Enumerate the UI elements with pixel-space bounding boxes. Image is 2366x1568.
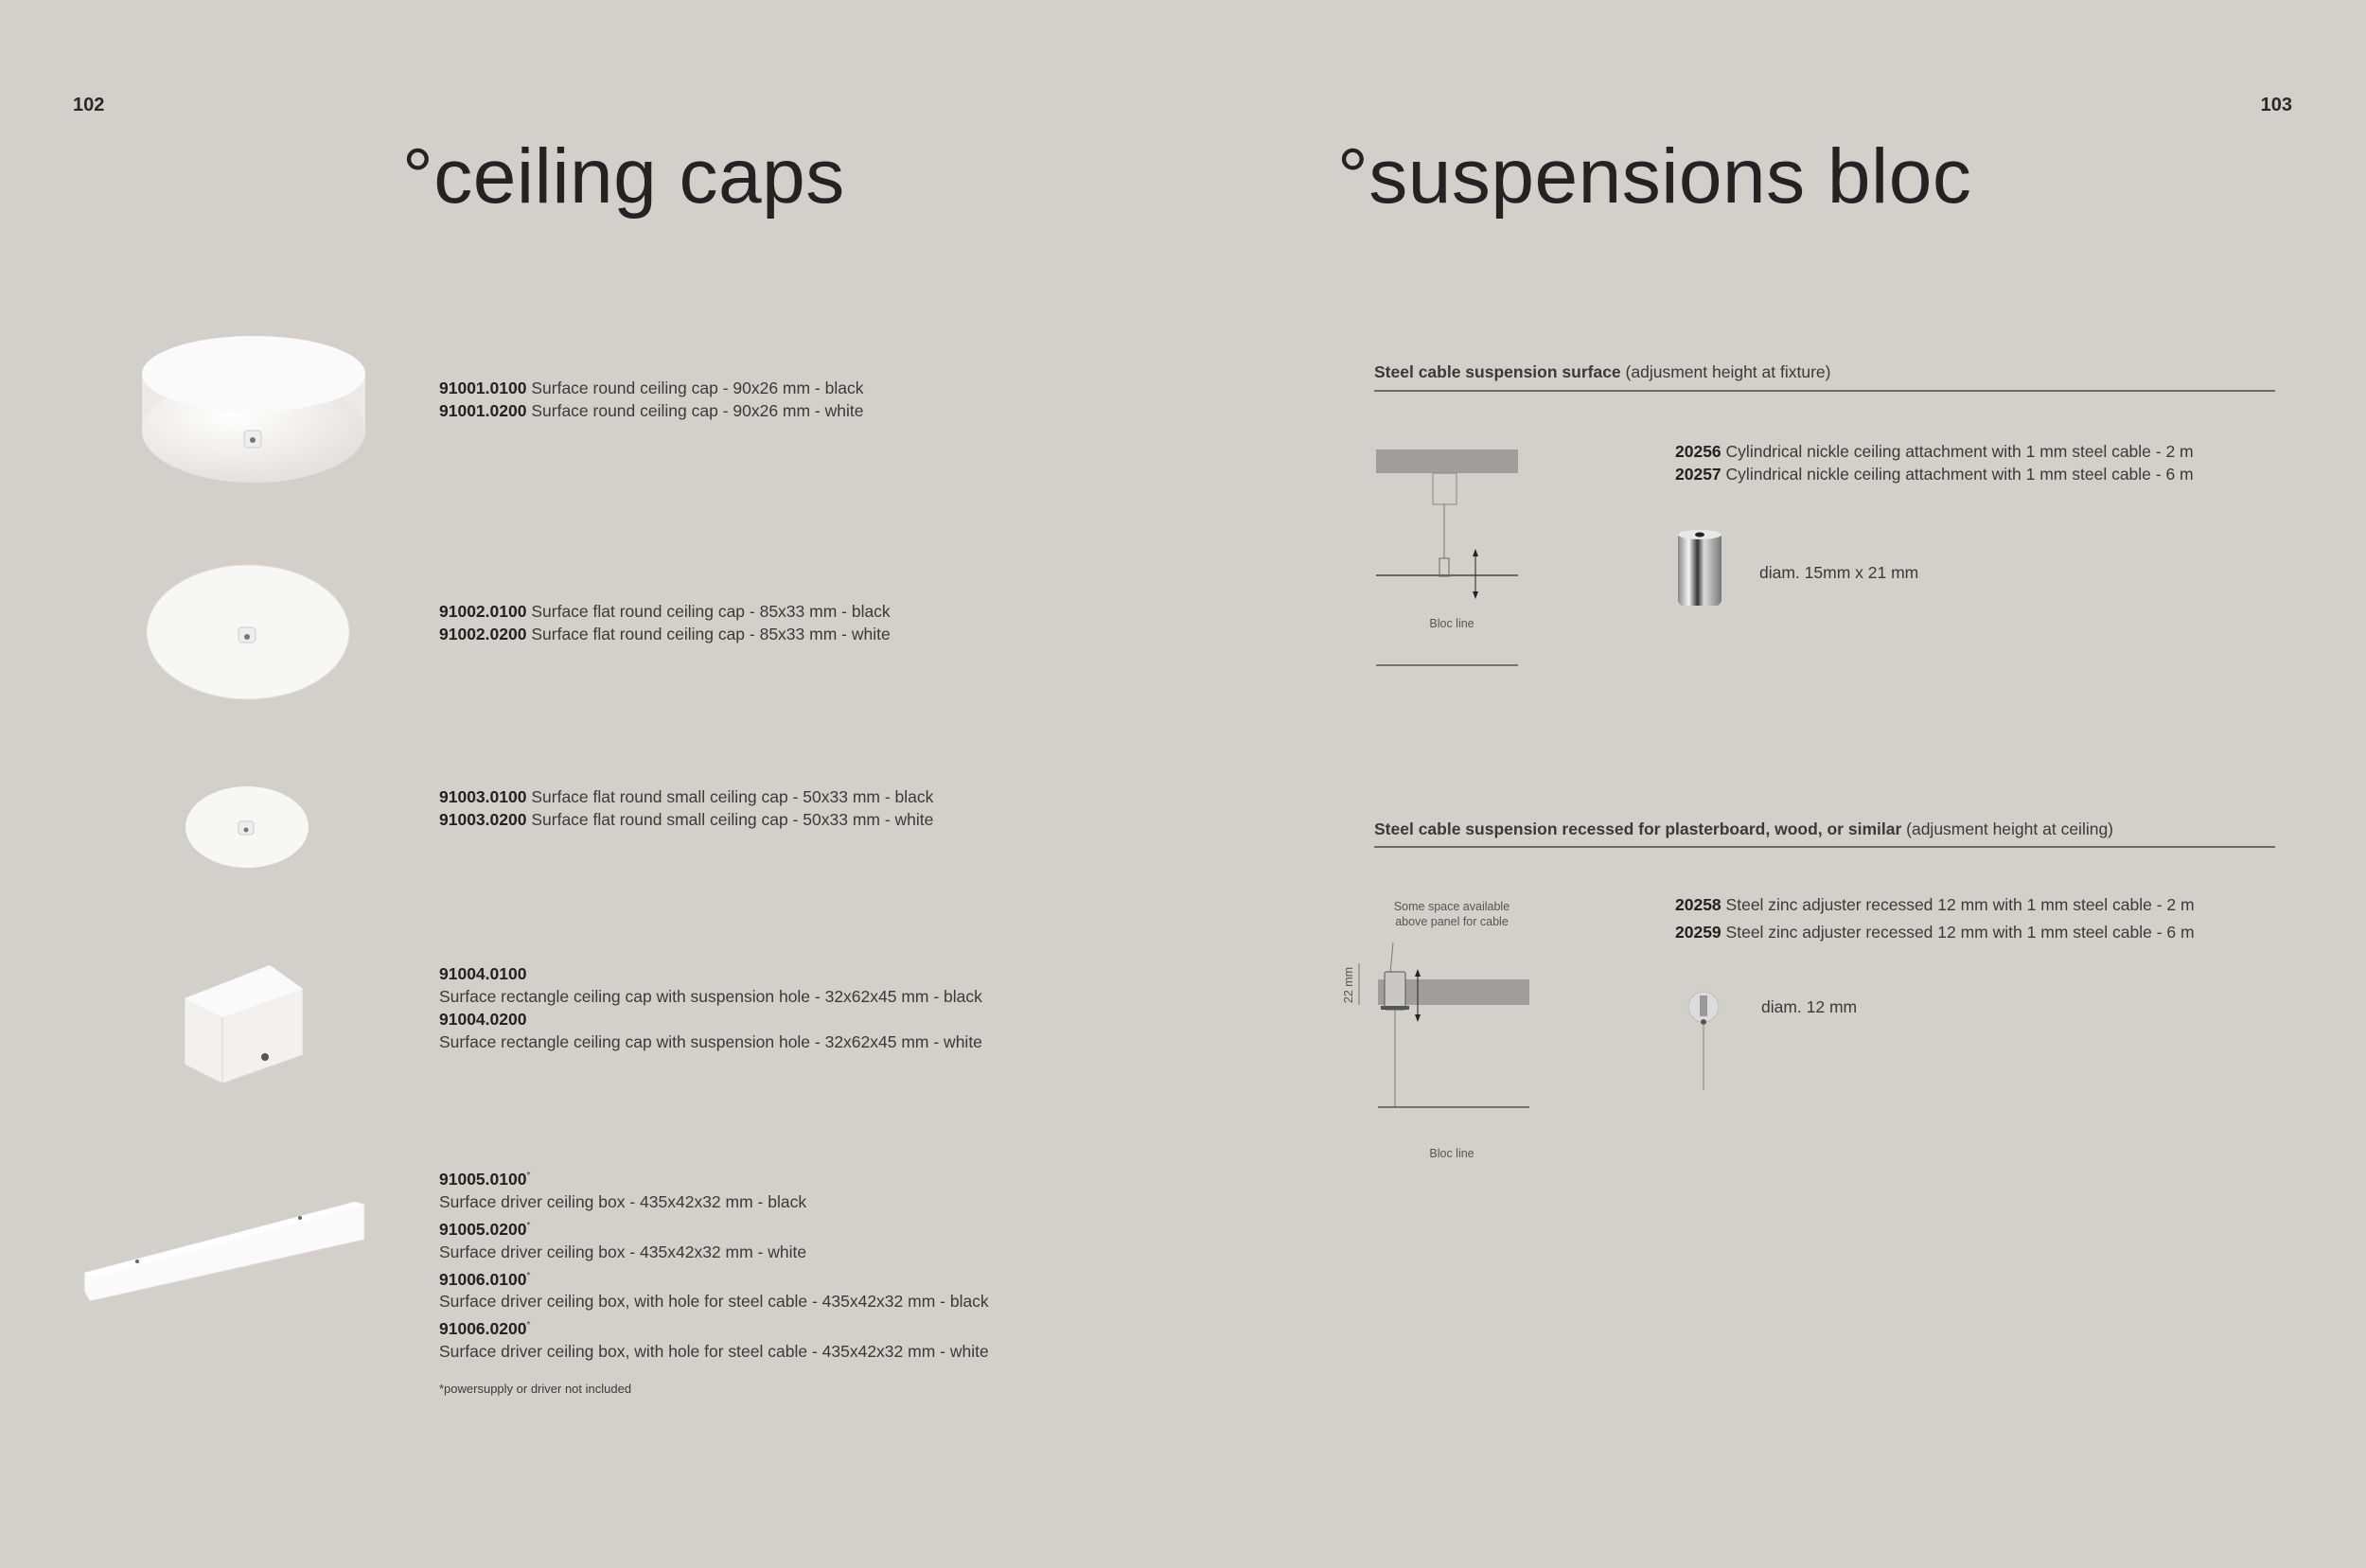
product-code: 91001.0200 — [439, 401, 527, 420]
product-description: Surface round ceiling cap - 90x26 mm - w… — [531, 401, 864, 420]
page-number-left: 102 — [73, 95, 105, 115]
product-group-91005-91006: 91005.0100* Surface driver ceiling box -… — [439, 1165, 989, 1363]
footnote: *powersupply or driver not included — [439, 1382, 632, 1396]
page-number-right: 103 — [2260, 95, 2292, 115]
product-code: 91006.0200 — [439, 1319, 527, 1339]
heading-bold: Steel cable suspension surface — [1374, 362, 1621, 381]
flat-round-ceiling-cap-image — [146, 564, 350, 700]
product-description: Surface rectangle ceiling cap with suspe… — [439, 987, 982, 1006]
bloc-line-label: Bloc line — [1429, 1147, 1474, 1160]
zinc-adjuster-image — [1687, 991, 1720, 1090]
product-group-91003: 91003.0100 Surface flat round small ceil… — [439, 785, 933, 831]
footnote-mark: * — [526, 1171, 531, 1181]
product-code: 91004.0200 — [439, 1010, 527, 1029]
product-description: Surface flat round small ceiling cap - 5… — [531, 787, 934, 806]
small-round-ceiling-cap-image — [185, 786, 309, 868]
recessed-suspension-diagram — [1358, 942, 1529, 1108]
product-description: Surface rectangle ceiling cap with suspe… — [439, 1032, 982, 1051]
product-description: Cylindrical nickle ceiling attachment wi… — [1725, 442, 2194, 461]
product-code: 91001.0100 — [439, 379, 527, 397]
product-description: Surface driver ceiling box, with hole fo… — [439, 1292, 989, 1312]
product-group-20256: 20256 Cylindrical nickle ceiling attachm… — [1675, 440, 2194, 485]
rectangle-ceiling-cap-image — [184, 964, 304, 1084]
bloc-line-label: Bloc line — [1429, 617, 1474, 630]
diagram-note-line: Some space available — [1393, 900, 1510, 913]
round-ceiling-cap-image — [142, 336, 365, 483]
heading-note: (adjusment height at ceiling) — [1906, 819, 2114, 838]
product-description: Cylindrical nickle ceiling attachment wi… — [1725, 465, 2194, 484]
product-code: 20258 — [1675, 895, 1722, 914]
heading-bold: Steel cable suspension recessed for plas… — [1374, 819, 1902, 838]
measure-label: 22 mm — [1342, 966, 1355, 1004]
product-code: 91005.0200 — [439, 1219, 527, 1239]
footnote-mark: * — [526, 1270, 531, 1281]
driver-ceiling-box-image — [83, 1201, 365, 1302]
product-description: Surface flat round small ceiling cap - 5… — [531, 810, 934, 829]
page-title-suspensions-bloc: °suspensions bloc — [1337, 133, 1972, 220]
dimension-label: diam. 12 mm — [1761, 997, 1858, 1016]
product-description: Surface flat round ceiling cap - 85x33 m… — [531, 602, 891, 621]
product-description: Surface driver ceiling box - 435x42x32 m… — [439, 1191, 807, 1211]
product-code: 20259 — [1675, 923, 1722, 942]
product-code: 91006.0100 — [439, 1269, 527, 1289]
product-code: 91002.0100 — [439, 602, 527, 621]
cylindrical-attachment-image — [1678, 530, 1722, 606]
product-description: Steel zinc adjuster recessed 12 mm with … — [1725, 895, 2195, 914]
diagram-note: Some space available above panel for cab… — [1376, 899, 1527, 929]
product-description: Surface round ceiling cap - 90x26 mm - b… — [531, 379, 864, 397]
product-group-20258: 20258 Steel zinc adjuster recessed 12 mm… — [1675, 891, 2195, 946]
product-code: 91005.0100 — [439, 1169, 527, 1189]
footnote-mark: * — [526, 1220, 531, 1231]
section-heading-recessed: Steel cable suspension recessed for plas… — [1374, 819, 2113, 839]
product-code: 91003.0200 — [439, 810, 527, 829]
section-divider — [1374, 390, 2275, 392]
product-group-91001: 91001.0100 Surface round ceiling cap - 9… — [439, 377, 863, 422]
product-description: Surface driver ceiling box - 435x42x32 m… — [439, 1242, 807, 1261]
section-divider — [1374, 846, 2275, 848]
product-code: 91004.0100 — [439, 964, 527, 983]
product-group-91004: 91004.0100 Surface rectangle ceiling cap… — [439, 962, 982, 1053]
product-code: 91003.0100 — [439, 787, 527, 806]
product-description: Surface driver ceiling box, with hole fo… — [439, 1342, 989, 1362]
dimension-label: diam. 15mm x 21 mm — [1759, 563, 1919, 582]
product-code: 20256 — [1675, 442, 1722, 461]
heading-note: (adjusment height at fixture) — [1625, 362, 1831, 381]
product-description: Surface flat round ceiling cap - 85x33 m… — [531, 625, 891, 643]
page-title-ceiling-caps: °ceiling caps — [402, 133, 845, 220]
section-heading-surface: Steel cable suspension surface (adjusmen… — [1374, 362, 1830, 382]
diagram-note-line: above panel for cable — [1395, 915, 1509, 928]
product-group-91002: 91002.0100 Surface flat round ceiling ca… — [439, 600, 891, 645]
footnote-mark: * — [526, 1320, 531, 1331]
product-code: 91002.0200 — [439, 625, 527, 643]
surface-suspension-diagram — [1376, 449, 1518, 666]
product-code: 20257 — [1675, 465, 1722, 484]
product-description: Steel zinc adjuster recessed 12 mm with … — [1725, 923, 2195, 942]
